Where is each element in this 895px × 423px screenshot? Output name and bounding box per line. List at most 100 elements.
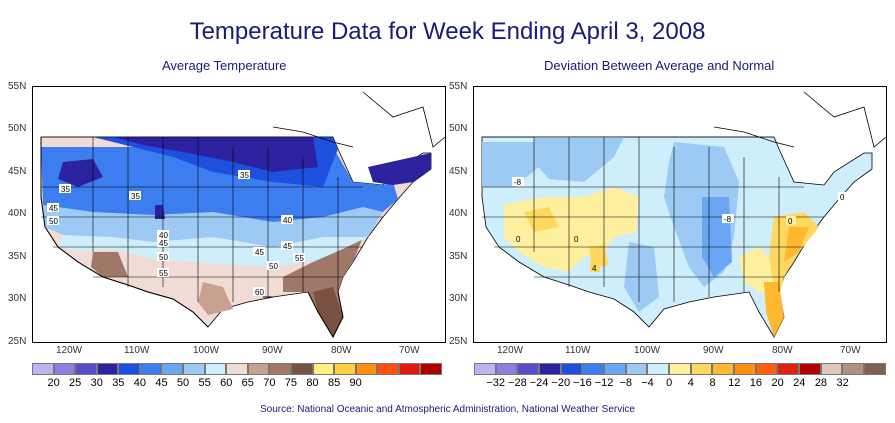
colorbar-swatch [269,363,291,375]
right-map-frame: -8 0 0 4 -8 0 0 [473,86,887,343]
colorbar-label: 28 [814,377,828,389]
colorbar-label: 20 [771,377,784,389]
right-map-subtitle: Deviation Between Average and Normal [544,58,775,73]
lon-label: 120W [497,345,524,356]
lon-label: 80W [331,345,352,356]
colorbar-label: −8 [619,377,633,389]
contour-label: 45 [159,239,168,248]
colorbar-swatch [420,363,442,375]
lat-label: 40N [449,208,468,219]
colorbar-swatch [312,363,335,375]
colorbar-swatch [226,363,248,375]
colorbar-swatch [734,363,756,375]
deviation-map: -8 0 0 4 -8 0 0 [481,91,886,338]
colorbar-swatch [377,363,399,375]
contour-label: -8 [724,215,732,224]
colorbar-label: 8 [709,377,716,389]
contour-label: 0 [574,235,579,244]
colorbar-label: 65 [241,377,254,389]
colorbar-swatch [75,363,97,375]
contour-label: 50 [269,262,278,271]
contour-label: 0 [840,193,845,202]
lat-label: 30N [449,293,468,304]
lat-label: 50N [8,123,27,134]
colorbar-label: 45 [155,377,168,389]
lon-label: 100W [634,345,661,356]
colorbar-swatch [517,363,540,375]
colorbar-swatch [842,363,865,375]
colorbar-label: 30 [90,377,103,389]
colorbar-label: 55 [198,377,211,389]
colorbar-label: 35 [112,377,125,389]
page-title: Temperature Data for Week Ending April 3… [189,18,706,45]
colorbar-label: 20 [47,377,60,389]
colorbar-swatch [355,363,378,375]
lon-label: 110W [565,345,591,356]
deviation-colorbar-labels: −32 −28 −24 −20 −16 −12 −8 −4 0 4 8 12 16 20 24 28 32 [474,377,886,391]
lon-label: 80W [772,345,793,356]
colorbar-label: −20 [551,377,571,389]
lat-label: 35N [8,251,27,262]
lon-label: 90W [703,345,724,356]
contour-label: 55 [159,269,168,278]
lat-label: 45N [449,166,468,177]
contour-label: 35 [131,192,140,201]
colorbar-swatch [560,363,583,375]
colorbar-label: 4 [687,377,694,389]
colorbar-label: 40 [133,377,147,389]
deviation-colorbar [474,363,886,375]
colorbar-swatch [755,363,778,375]
colorbar-swatch [690,363,713,375]
contour-label: 4 [592,264,597,273]
colorbar-swatch [539,363,561,375]
contour-label: 45 [255,248,264,257]
colorbar-swatch [247,363,270,375]
contour-label: 40 [283,216,292,225]
lon-label: 70W [840,345,861,356]
lat-label: 35N [449,251,468,262]
colorbar-label: 75 [284,377,298,389]
lat-label: 30N [8,293,27,304]
colorbar-label: 85 [327,377,341,389]
colorbar-swatch [864,363,886,375]
colorbar-label: 80 [306,377,319,389]
colorbar-swatch [799,363,821,375]
colorbar-swatch [495,363,518,375]
contour-label: 50 [159,253,168,262]
colorbar-label: 12 [728,377,741,389]
left-map-subtitle: Average Temperature [162,58,287,73]
lon-label: 120W [56,345,83,356]
contour-label: 35 [61,185,70,194]
contour-label: 40 [159,231,168,240]
colorbar-swatch [290,363,313,375]
colorbar-swatch [712,363,735,375]
colorbar-label: −4 [641,377,654,389]
contour-label: 0 [516,235,521,244]
colorbar-label: 0 [666,377,673,389]
colorbar-label: 24 [793,377,806,389]
colorbar-label: 16 [749,377,763,389]
lat-label: 45N [8,166,27,177]
colorbar-label: 60 [220,377,233,389]
contour-label: 35 [240,171,249,180]
colorbar-label: −32 [486,377,506,389]
colorbar-swatch [398,363,421,375]
contour-label: 45 [49,204,58,213]
contour-label: 45 [283,242,292,251]
colorbar-label: 32 [836,377,849,389]
colorbar-label: −12 [594,377,614,389]
lat-label: 40N [8,208,27,219]
average-temperature-colorbar-labels: 20 25 30 35 40 45 50 55 60 65 70 75 80 85 90 [32,377,442,391]
colorbar-label: −28 [508,377,527,389]
colorbar-swatch [604,363,626,375]
average-temperature-map: 35 35 35 45 50 40 45 50 55 40 45 50 55 4… [40,91,445,339]
lat-label: 25N [449,336,468,347]
lon-label: 90W [262,345,283,356]
colorbar-swatch [96,363,119,375]
colorbar-swatch [647,363,670,375]
colorbar-swatch [777,363,800,375]
lon-label: 100W [193,345,220,356]
contour-label: 0 [788,217,793,226]
colorbar-swatch [334,363,356,375]
contour-label: -8 [514,178,522,187]
